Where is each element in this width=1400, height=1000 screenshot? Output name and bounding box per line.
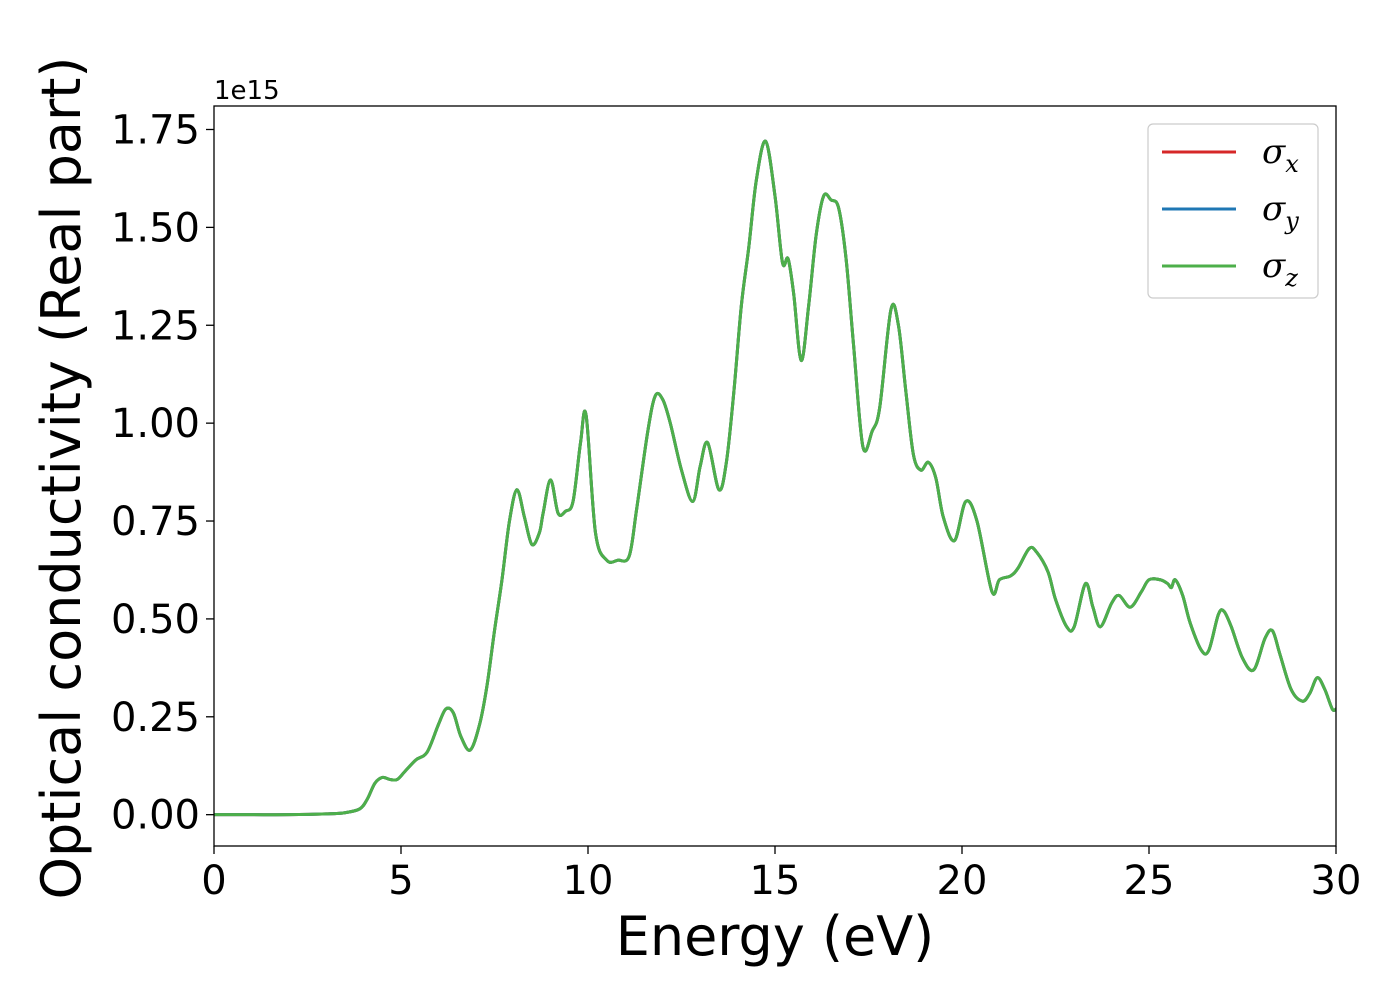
series-layer — [214, 139, 1336, 817]
y-offset-label: 1e15 — [214, 76, 280, 106]
legend: σx σy σz — [1147, 123, 1319, 299]
x-tick-label: 20 — [937, 858, 988, 904]
y-tick-label: 1.75 — [111, 107, 200, 153]
x-tick-label: 0 — [201, 858, 226, 904]
x-tick-label: 5 — [388, 858, 413, 904]
y-tick-label: 0.50 — [111, 597, 200, 643]
x-tick-label: 15 — [750, 858, 801, 904]
y-tick-label: 0.75 — [111, 499, 200, 545]
y-tick-label: 1.00 — [111, 401, 200, 447]
x-axis-title: Energy (eV) — [616, 905, 935, 968]
y-tick-label: 1.25 — [111, 303, 200, 349]
legend-label: σx — [1262, 132, 1299, 178]
y-tick-label: 1.50 — [111, 205, 200, 251]
y-axis: 0.00 0.25 0.50 0.75 1.00 1.25 1.50 1.75 — [111, 107, 214, 839]
x-tick-label: 30 — [1311, 858, 1362, 904]
legend-box — [1147, 123, 1319, 299]
y-tick-label: 0.25 — [111, 695, 200, 741]
x-tick-label: 25 — [1124, 858, 1175, 904]
series-line-z — [214, 139, 1336, 817]
x-axis: 0 5 10 15 20 25 30 — [201, 846, 1361, 904]
y-axis-title: Optical conductivity (Real part) — [30, 57, 93, 900]
y-tick-label: 0.00 — [111, 793, 200, 839]
legend-label: σz — [1262, 246, 1298, 292]
x-tick-label: 10 — [563, 858, 614, 904]
legend-label: σy — [1262, 189, 1299, 235]
